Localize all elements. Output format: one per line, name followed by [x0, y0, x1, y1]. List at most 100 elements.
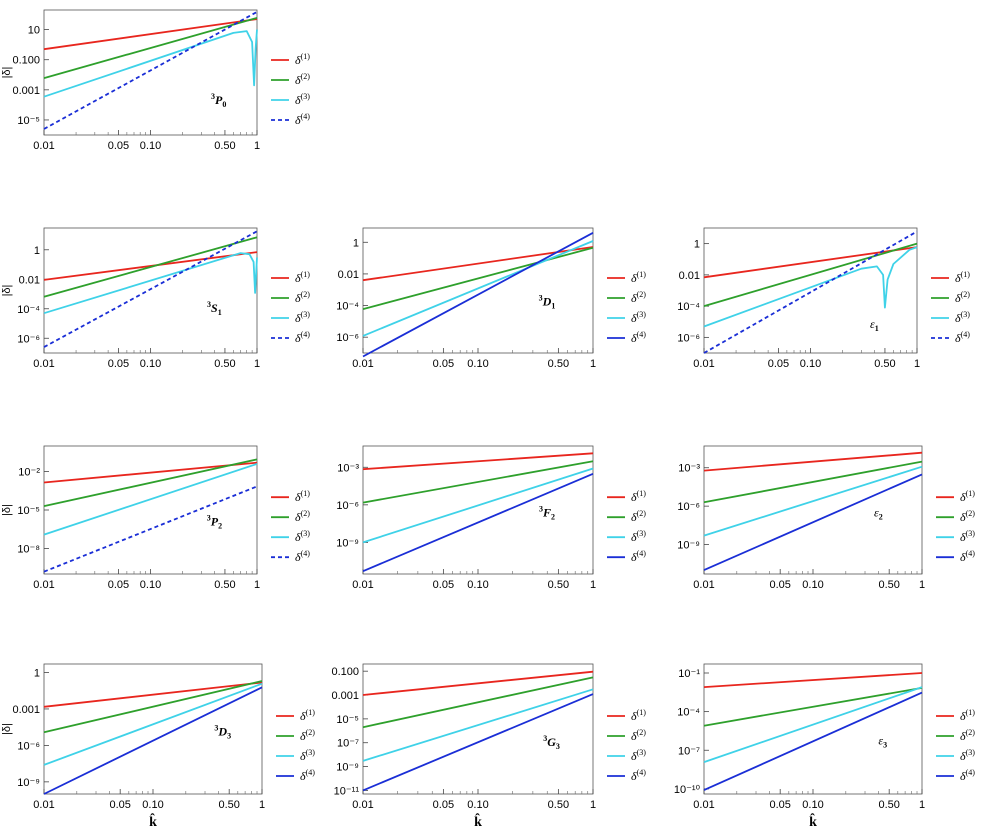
x-tick-label: 0.50	[214, 579, 235, 591]
series-line-delta-1	[362, 670, 594, 696]
legend-label-2: δ(2)	[295, 509, 310, 524]
y-axis-label: |δ|	[1, 67, 13, 79]
x-tick-label: 0.05	[768, 358, 789, 370]
series-line-delta-1	[703, 451, 923, 472]
series-line-delta-2	[703, 460, 923, 504]
series-line-delta-3	[362, 240, 594, 337]
x-tick-label: 0.10	[142, 799, 163, 811]
x-tick-label: 0.10	[467, 579, 488, 591]
y-tick-label: 10⁻⁶	[677, 332, 700, 344]
series-line-delta-4	[703, 691, 923, 791]
x-tick-label: 0.50	[874, 358, 895, 370]
legend-label-2: δ(2)	[631, 509, 646, 524]
series-line-delta-2	[43, 17, 258, 79]
legend-label-3: δ(3)	[295, 92, 310, 107]
x-tick-label: 1	[919, 799, 925, 811]
x-tick-label: 0.50	[548, 358, 569, 370]
y-tick-label: 10⁻³	[337, 462, 359, 474]
x-tick-label: 0.10	[802, 579, 823, 591]
y-tick-label: 10⁻⁵	[17, 505, 40, 517]
series-line-delta-4	[362, 693, 594, 792]
y-tick-label: 10⁻¹¹	[334, 785, 360, 797]
x-tick-label: 0.05	[433, 799, 454, 811]
series-line-delta-4	[43, 11, 258, 130]
x-tick-label: 0.50	[548, 579, 569, 591]
y-axis-label: |δ|	[1, 285, 13, 297]
legend-label-1: δ(1)	[631, 708, 646, 723]
y-tick-label: 10⁻⁴	[677, 707, 700, 719]
x-tick-label: 0.05	[108, 579, 129, 591]
legend-label-4: δ(4)	[295, 549, 310, 564]
x-axis-label: k̂	[474, 812, 482, 830]
x-tick-label: 0.10	[800, 358, 821, 370]
series-line-delta-1	[43, 681, 263, 708]
series-line-delta-3	[43, 252, 258, 315]
y-tick-label: 0.01	[338, 269, 359, 281]
x-tick-label: 1	[919, 579, 925, 591]
x-tick-label: 0.50	[548, 799, 569, 811]
series-line-delta-4	[362, 472, 594, 573]
chart-panel-8: 0.01 0.05 0.10 0.50 1 1 0.001 10⁻⁶ 10⁻⁹ 3D3 δ(1) δ(…	[1, 663, 315, 830]
legend-label-4: δ(4)	[300, 768, 315, 783]
series-line-delta-2	[43, 236, 258, 298]
x-tick-label: 0.10	[802, 799, 823, 811]
y-tick-label: 10⁻⁶	[336, 500, 359, 512]
series-line-delta-4	[362, 232, 594, 358]
y-tick-label: 10⁻⁷	[678, 745, 700, 757]
series-line-delta-4	[43, 686, 263, 795]
y-tick-label: 10⁻¹⁰	[674, 784, 701, 796]
x-tick-label: 0.05	[433, 358, 454, 370]
x-tick-label: 0.01	[352, 799, 373, 811]
y-tick-label: 1	[34, 667, 40, 679]
x-tick-label: 0.01	[33, 799, 54, 811]
series-line-delta-1	[703, 672, 923, 688]
panel-label: 3P0	[211, 92, 226, 109]
legend-label-3: δ(3)	[631, 748, 646, 763]
legend-label-1: δ(1)	[295, 489, 310, 504]
legend-label-3: δ(3)	[960, 748, 975, 763]
x-axis-label: k̂	[809, 812, 817, 830]
x-tick-label: 1	[254, 579, 260, 591]
x-tick-label: 0.05	[108, 358, 129, 370]
y-tick-label: 1	[694, 239, 700, 251]
x-tick-label: 0.05	[109, 799, 130, 811]
series-line-delta-3	[703, 246, 918, 328]
plot-frame	[362, 227, 594, 354]
series-line-delta-2	[703, 687, 923, 727]
chart-panel-10: 0.01 0.05 0.10 0.50 1 10⁻¹ 10⁻⁴ 10⁻⁷ 10⁻¹⁰ ε3 δ(1)…	[674, 663, 975, 830]
x-tick-label: 0.50	[218, 799, 239, 811]
x-tick-label: 0.01	[33, 140, 54, 152]
series-line-delta-1	[703, 246, 918, 279]
legend-label-2: δ(2)	[631, 728, 646, 743]
series-line-delta-3	[703, 465, 923, 537]
x-tick-label: 0.01	[693, 799, 714, 811]
panel-label: 3D1	[539, 294, 556, 311]
y-tick-label: 10⁻⁶	[677, 501, 700, 513]
legend-label-2: δ(2)	[955, 290, 970, 305]
legend-label-4: δ(4)	[960, 549, 975, 564]
y-tick-label: 1	[34, 245, 40, 257]
panel-label: ε2	[874, 505, 883, 521]
panel-label: ε3	[878, 734, 887, 750]
x-tick-label: 0.50	[878, 799, 899, 811]
y-tick-label: 0.001	[12, 85, 40, 97]
panel-label: 3F2	[539, 504, 555, 521]
x-tick-label: 0.01	[33, 579, 54, 591]
y-tick-label: 0.100	[12, 55, 40, 67]
x-tick-label: 1	[254, 140, 260, 152]
y-tick-label: 1	[353, 237, 359, 249]
legend-label-4: δ(4)	[295, 330, 310, 345]
y-tick-label: 10⁻⁴	[677, 301, 700, 313]
legend-label-4: δ(4)	[631, 330, 646, 345]
legend-label-1: δ(1)	[300, 708, 315, 723]
x-tick-label: 1	[259, 799, 265, 811]
x-tick-label: 0.01	[693, 579, 714, 591]
plot-frame	[362, 445, 594, 575]
legend-label-1: δ(1)	[631, 270, 646, 285]
series-line-delta-1	[362, 452, 594, 471]
legend-label-1: δ(1)	[295, 270, 310, 285]
x-tick-label: 0.50	[214, 358, 235, 370]
legend-label-4: δ(4)	[295, 112, 310, 127]
series-line-delta-3	[362, 467, 594, 544]
series-line-delta-1	[43, 18, 258, 51]
